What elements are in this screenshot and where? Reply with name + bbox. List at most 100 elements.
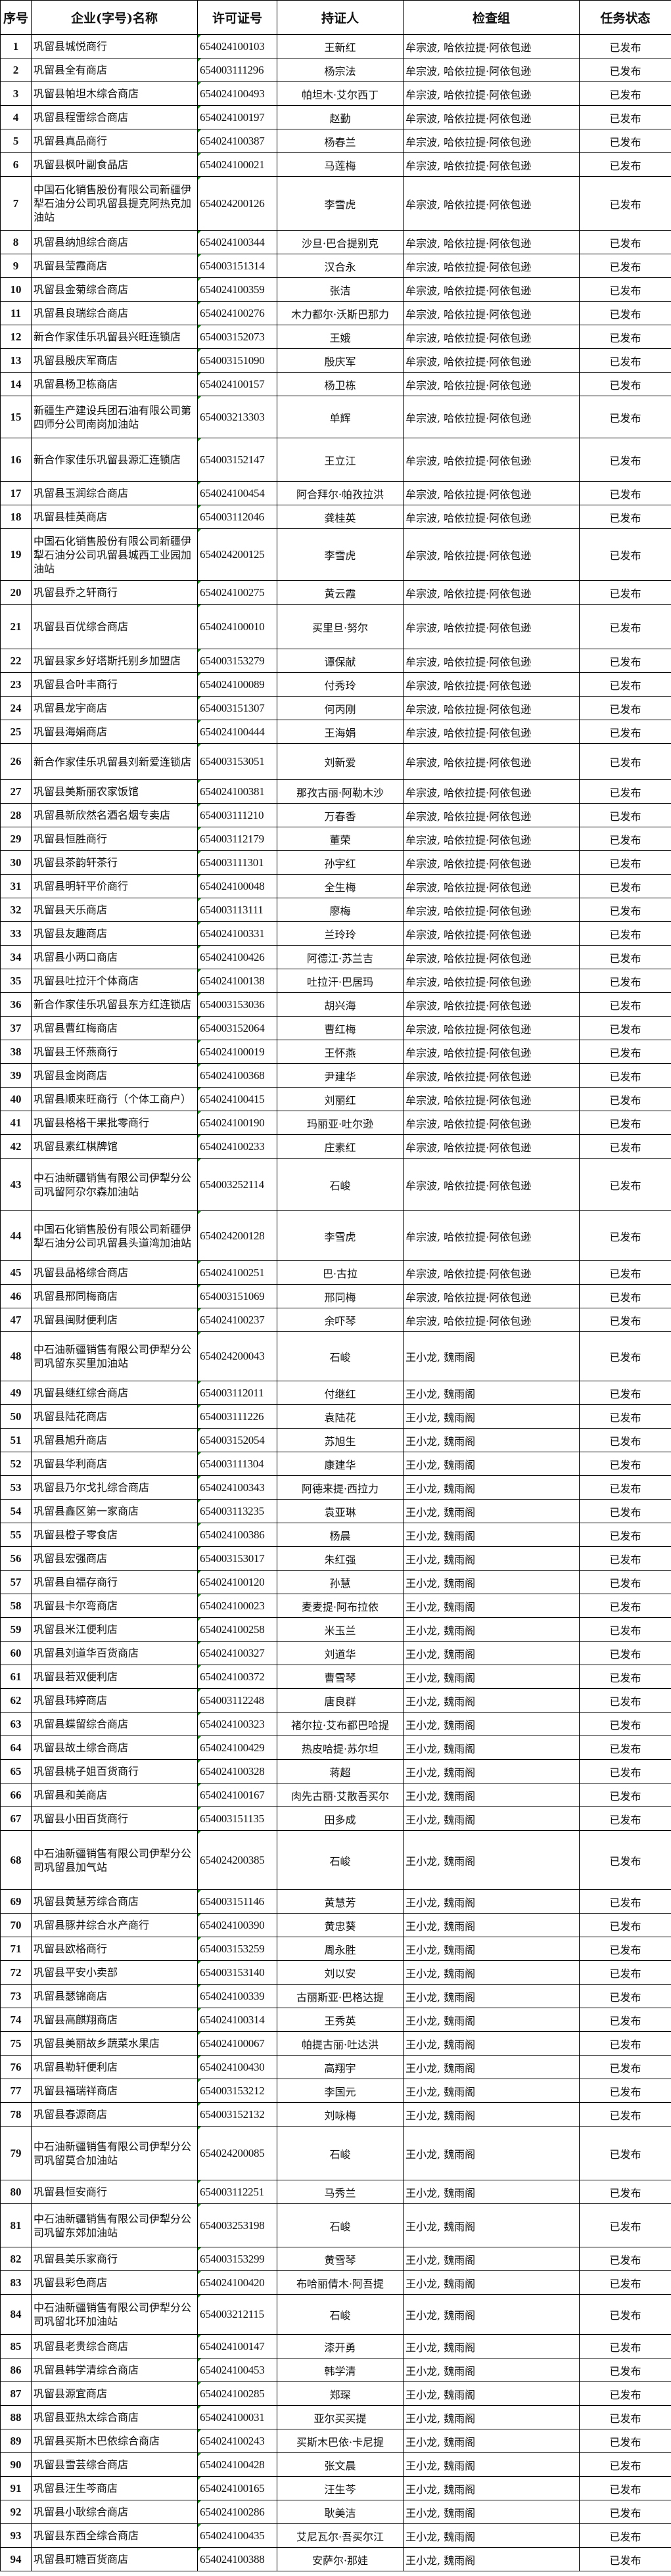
- permit-number: 654003152073: [197, 325, 277, 349]
- permit-number: 654024100233: [197, 1134, 277, 1159]
- task-status: 已发布: [579, 1617, 671, 1642]
- inspection-group: 牟宗波, 哈依拉提·阿依包逊: [403, 743, 580, 780]
- row-seq: 92: [0, 2500, 32, 2524]
- enterprise-name: 巩留县吐拉汗个体商店: [31, 969, 198, 993]
- permit-number: 654024100429: [197, 1736, 277, 1760]
- table-row: 59 巩留县米江便利店 654024100258 米玉兰 王小龙, 魏雨阁 已发布: [0, 1617, 671, 1642]
- permit-number: 654003151090: [197, 348, 277, 373]
- task-status: 已发布: [579, 2294, 671, 2335]
- task-status: 已发布: [579, 1016, 671, 1040]
- task-status: 已发布: [579, 1937, 671, 1961]
- inspection-group: 王小龙, 魏雨阁: [403, 2358, 580, 2382]
- license-holder: 耿美洁: [277, 2500, 404, 2524]
- table-row: 93 巩留县东西全综合商店 654024100435 艾尼瓦尔·吾买尔江 王小龙, 魏雨…: [0, 2523, 671, 2548]
- license-holder: 刘道华: [277, 1641, 404, 1665]
- task-status: 已发布: [579, 1960, 671, 1985]
- inspection-group: 王小龙, 魏雨阁: [403, 2429, 580, 2453]
- row-seq: 8: [0, 230, 32, 254]
- permit-number: 654003112251: [197, 2180, 277, 2204]
- row-seq: 93: [0, 2523, 32, 2548]
- license-holder: 石峻: [277, 1158, 404, 1211]
- enterprise-name: 巩留县高麒翔商店: [31, 2008, 198, 2032]
- license-holder: 蒋超: [277, 1759, 404, 1783]
- inspection-group: 王小龙, 魏雨阁: [403, 2079, 580, 2103]
- table-row: 78 巩留县春源商店 654003152132 刘咏梅 王小龙, 魏雨阁 已发布: [0, 2102, 671, 2127]
- row-seq: 78: [0, 2102, 32, 2127]
- row-seq: 10: [0, 277, 32, 302]
- row-seq: 21: [0, 604, 32, 649]
- row-seq: 4: [0, 105, 32, 129]
- enterprise-name: 巩留县枫叶副食品店: [31, 152, 198, 177]
- row-seq: 49: [0, 1381, 32, 1405]
- table-row: 52 巩留县华利商店 654003111304 康建华 王小龙, 魏雨阁 已发布: [0, 1452, 671, 1476]
- task-status: 已发布: [579, 1499, 671, 1523]
- row-seq: 84: [0, 2294, 32, 2335]
- task-status: 已发布: [579, 1913, 671, 1937]
- license-holder: 热皮哈提·苏尔坦: [277, 1736, 404, 1760]
- enterprise-name: 新合作家佳乐巩留县东方红连锁店: [31, 992, 198, 1017]
- inspection-group: 王小龙, 魏雨阁: [403, 1712, 580, 1736]
- enterprise-name-text: 巩留县源宜商店: [34, 2387, 108, 2400]
- row-seq: 31: [0, 874, 32, 898]
- enterprise-name: 巩留县金岗商店: [31, 1063, 198, 1088]
- inspection-group: 牟宗波, 哈依拉提·阿依包逊: [403, 348, 580, 373]
- permit-number: 654024100089: [197, 672, 277, 697]
- inspection-group: 牟宗波, 哈依拉提·阿依包逊: [403, 277, 580, 302]
- inspection-group: 王小龙, 魏雨阁: [403, 1688, 580, 1713]
- row-seq: 3: [0, 81, 32, 106]
- inspection-group: 牟宗波, 哈依拉提·阿依包逊: [403, 604, 580, 649]
- permit-number: 654024100258: [197, 1617, 277, 1642]
- task-status: 已发布: [579, 604, 671, 649]
- permit-number: 654003113111: [197, 898, 277, 922]
- row-seq: 45: [0, 1260, 32, 1285]
- enterprise-name: 中国石化销售股份有限公司新疆伊犁石油分公司巩留县头道湾加油站: [31, 1210, 198, 1261]
- table-row: 1 巩留县城悦商行 654024100103 王新红 牟宗波, 哈依拉提·阿依包逊 已发布: [0, 34, 671, 58]
- permit-number: 654024100286: [197, 2500, 277, 2524]
- task-status: 已发布: [579, 81, 671, 106]
- task-status: 已发布: [579, 1759, 671, 1783]
- license-holder: 汉合永: [277, 254, 404, 278]
- permit-number: 654024100031: [197, 2405, 277, 2429]
- enterprise-name: 巩留县美乐家商行: [31, 2247, 198, 2271]
- permit-number: 654024100381: [197, 779, 277, 804]
- task-status: 已发布: [579, 1452, 671, 1476]
- enterprise-name-text: 巩留县曹红梅商店: [34, 1022, 118, 1034]
- enterprise-name-text: 巩留县华利商店: [34, 1458, 108, 1470]
- table-row: 55 巩留县橙子零食店 654024100386 杨晨 王小龙, 魏雨阁 已发布: [0, 1523, 671, 1547]
- inspection-group: 牟宗波, 哈依拉提·阿依包逊: [403, 720, 580, 744]
- enterprise-name: 巩留县素红棋牌馆: [31, 1134, 198, 1159]
- task-status: 已发布: [579, 2126, 671, 2180]
- enterprise-name: 巩留县亚热太综合商店: [31, 2405, 198, 2429]
- permit-number: 654003153140: [197, 1960, 277, 1985]
- enterprise-name: 巩留县蝶留综合商店: [31, 1712, 198, 1736]
- task-status: 已发布: [579, 1040, 671, 1064]
- table-row: 64 巩留县故土综合商店 654024100429 热皮哈提·苏尔坦 王小龙, 魏雨阁已…: [0, 1736, 671, 1760]
- permit-number: 654024100368: [197, 1063, 277, 1088]
- enterprise-name: 中石油新疆销售有限公司伊犁分公司巩留北环加油站: [31, 2294, 198, 2335]
- enterprise-name: 巩留县旭升商店: [31, 1428, 198, 1452]
- enterprise-name: 巩留县乃尔戈扎综合商店: [31, 1475, 198, 1500]
- row-seq: 53: [0, 1475, 32, 1500]
- inspection-group: 牟宗波, 哈依拉提·阿依包逊: [403, 58, 580, 82]
- enterprise-name-text: 巩留县茶韵轩茶行: [34, 856, 118, 869]
- row-seq: 60: [0, 1641, 32, 1665]
- task-status: 已发布: [579, 58, 671, 82]
- enterprise-name: 巩留县殷庆军商店: [31, 348, 198, 373]
- enterprise-name-text: 巩留县顺来旺商行（个体工商户）: [34, 1093, 192, 1105]
- inspection-group: 王小龙, 魏雨阁: [403, 2270, 580, 2295]
- row-seq: 48: [0, 1331, 32, 1381]
- enterprise-name-text: 巩留县汪生芩商店: [34, 2482, 118, 2495]
- permit-number: 654003111301: [197, 850, 277, 875]
- task-status: 已发布: [579, 803, 671, 827]
- license-holder: 石峻: [277, 2294, 404, 2335]
- enterprise-name-text: 巩留县鑫区第一家商店: [34, 1505, 139, 1517]
- enterprise-name: 中国石化销售股份有限公司新疆伊犁石油分公司巩留县提克阿热克加油站: [31, 176, 198, 231]
- permit-number: 654024100120: [197, 1570, 277, 1594]
- row-seq: 63: [0, 1712, 32, 1736]
- inspection-group: 王小龙, 魏雨阁: [403, 2102, 580, 2127]
- table-row: 87 巩留县源宜商店 654024100285 郑琛 王小龙, 魏雨阁 已发布: [0, 2381, 671, 2406]
- enterprise-name: 新疆生产建设兵团石油有限公司第四师分公司南岗加油站: [31, 396, 198, 438]
- enterprise-name-text: 中国石化销售股份有限公司新疆伊犁石油分公司巩留县头道湾加油站: [34, 1222, 192, 1249]
- inspection-group: 牟宗波, 哈依拉提·阿依包逊: [403, 827, 580, 851]
